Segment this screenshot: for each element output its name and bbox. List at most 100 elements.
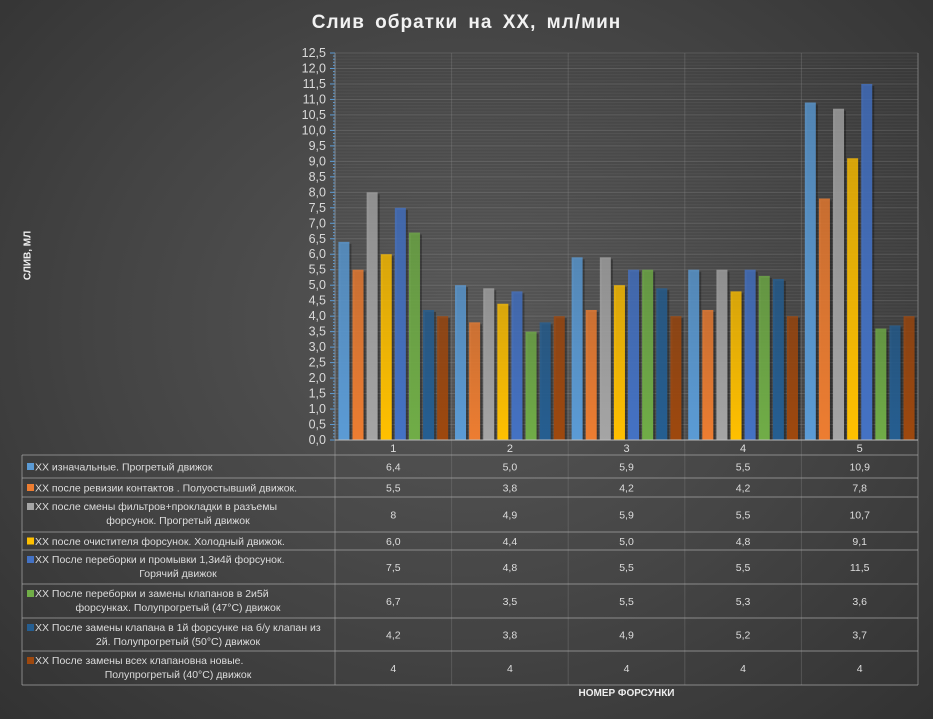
bar-series-6-cat-3 [642, 269, 654, 440]
bar-series-1-cat-4 [688, 269, 700, 440]
x-tick-label: 1 [390, 443, 396, 455]
bar-series-3-cat-3 [599, 257, 611, 440]
bar-series-5-cat-5 [861, 83, 873, 441]
y-tick-label: 3,0 [309, 340, 326, 354]
y-tick-label: 7,0 [309, 216, 326, 230]
data-table-cell: 8 [390, 510, 396, 522]
legend-label-8-cont: Полупрогретый (40°С) движок [105, 669, 252, 681]
legend-key-5 [27, 556, 34, 563]
data-table-cell: 6,7 [386, 596, 401, 608]
bar-series-1-cat-3 [571, 257, 583, 440]
y-tick-label: 1,0 [309, 402, 326, 416]
data-table-cell: 4 [624, 663, 630, 675]
data-table-cell: 9,1 [852, 536, 867, 548]
y-tick-label: 7,5 [309, 201, 326, 215]
legend-label-6-cont: форсунках. Полупрогретый (47°С) движок [76, 602, 281, 614]
legend-label-5-cont: Горячий движок [139, 568, 217, 580]
data-table-cell: 5,3 [736, 596, 751, 608]
y-tick-label: 6,0 [309, 247, 326, 261]
bar-series-4-cat-4 [730, 291, 742, 440]
x-tick-label: 4 [740, 443, 746, 455]
data-table-cell: 4 [740, 663, 746, 675]
y-tick-label: 8,5 [309, 170, 326, 184]
y-tick-label: 9,0 [309, 154, 326, 168]
legend-label-3: ХХ после смены фильтров+прокладки в разъ… [35, 501, 277, 513]
bar-series-8-cat-1 [437, 316, 449, 440]
x-tick-label: 3 [623, 443, 629, 455]
x-axis-label: НОМЕР ФОРСУНКИ [578, 688, 675, 699]
x-tick-label: 2 [507, 443, 513, 455]
bar-series-5-cat-2 [511, 291, 523, 440]
data-table-cell: 3,8 [503, 483, 518, 495]
legend-label-7-cont: 2й. Полупрогретый (50°С) движок [96, 636, 261, 648]
bar-series-4-cat-5 [847, 158, 859, 440]
legend-key-1 [27, 463, 34, 470]
y-tick-label: 3,5 [309, 325, 326, 339]
data-table-cell: 3,8 [503, 630, 518, 642]
bar-series-5-cat-1 [394, 207, 406, 440]
data-table-cell: 10,9 [849, 462, 870, 474]
legend-label-6: ХХ После переборки и замены клапанов в 2… [35, 588, 269, 600]
bar-series-3-cat-5 [833, 108, 845, 440]
bar-series-8-cat-4 [786, 316, 798, 440]
bar-series-7-cat-2 [539, 322, 551, 440]
y-tick-label: 11,5 [303, 77, 326, 91]
data-table-cell: 6,0 [386, 536, 401, 548]
legend-label-4: ХХ после очистителя форсунок. Холодный д… [35, 536, 285, 548]
bar-series-3-cat-4 [716, 269, 728, 440]
legend-label-2: ХХ после ревизии контактов . Полуостывши… [35, 483, 297, 495]
y-tick-label: 12,5 [302, 46, 326, 60]
bar-series-7-cat-5 [889, 325, 901, 440]
data-table-cell: 4,8 [503, 562, 518, 574]
data-table-cell: 4 [390, 663, 396, 675]
data-table-cell: 3,7 [852, 630, 867, 642]
y-tick-label: 9,5 [309, 139, 326, 153]
bar-series-2-cat-5 [818, 198, 830, 440]
legend-label-3-cont: форсунок. Прогретый движок [106, 515, 250, 527]
legend-key-6 [27, 590, 34, 597]
y-tick-label: 0,5 [309, 418, 326, 432]
bar-series-2-cat-3 [585, 309, 597, 440]
bar-series-2-cat-2 [469, 322, 481, 440]
bar-series-8-cat-2 [553, 316, 565, 440]
y-tick-label: 0,0 [309, 433, 326, 447]
data-table-cell: 3,6 [852, 596, 867, 608]
y-tick-label: 12,0 [302, 61, 326, 75]
data-table-cell: 4 [857, 663, 863, 675]
data-table-cell: 5,5 [736, 510, 751, 522]
data-table-cell: 5,5 [736, 462, 751, 474]
bar-series-6-cat-1 [408, 232, 420, 440]
bar-series-2-cat-4 [702, 309, 714, 440]
data-table-cell: 7,8 [852, 483, 867, 495]
legend-key-4 [27, 537, 34, 545]
y-tick-label: 6,5 [309, 232, 326, 246]
data-table-cell: 5,0 [503, 462, 518, 474]
y-tick-label: 10,5 [302, 108, 326, 122]
data-table-cell: 6,4 [386, 462, 401, 474]
bar-series-6-cat-4 [758, 275, 770, 440]
data-table-cell: 4,2 [386, 630, 401, 642]
bar-series-3-cat-2 [483, 288, 495, 440]
y-tick-label: 5,5 [309, 263, 326, 277]
data-table-cell: 10,7 [849, 510, 870, 522]
data-table-cell: 4,2 [736, 483, 751, 495]
bar-series-7-cat-3 [656, 288, 668, 440]
bar-series-6-cat-2 [525, 331, 537, 440]
bar-series-7-cat-4 [772, 279, 784, 440]
y-tick-label: 2,0 [309, 371, 326, 385]
data-table-cell: 5,5 [619, 596, 634, 608]
bar-series-5-cat-4 [744, 269, 756, 440]
legend-key-8 [27, 657, 34, 664]
data-table-cell: 5,2 [736, 630, 751, 642]
bar-series-4-cat-2 [497, 303, 509, 440]
bar-series-2-cat-1 [352, 269, 364, 440]
data-table-cell: 3,5 [503, 596, 518, 608]
bar-series-8-cat-5 [903, 316, 915, 440]
y-tick-label: 4,5 [309, 294, 326, 308]
y-tick-label: 5,0 [309, 278, 326, 292]
bar-series-5-cat-3 [628, 269, 640, 440]
y-tick-label: 1,5 [309, 387, 326, 401]
data-table-cell: 5,5 [619, 562, 634, 574]
data-table-cell: 4,4 [503, 536, 518, 548]
